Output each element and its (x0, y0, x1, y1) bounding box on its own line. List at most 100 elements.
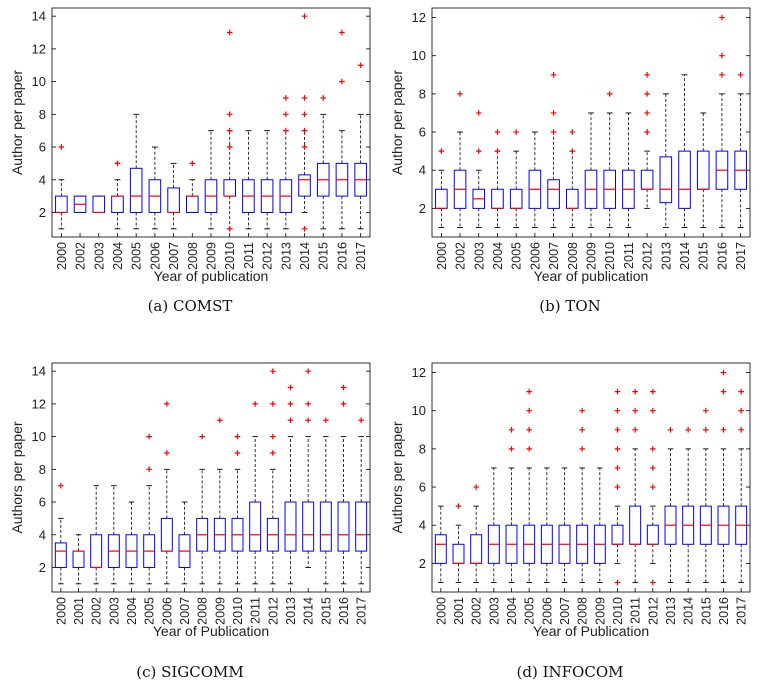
box (491, 188, 504, 209)
outlier-point (234, 433, 241, 440)
outlier-point (644, 71, 650, 78)
outlier-point (305, 417, 311, 424)
outlier-point (632, 407, 638, 414)
x-tick-label: 2012 (261, 242, 275, 270)
y-axis-label: Authors per paper (389, 421, 405, 533)
x-tick-label: 2012 (266, 597, 280, 625)
outlier-point (650, 579, 656, 586)
x-tick-label: 2013 (664, 597, 678, 625)
outlier-point (283, 127, 289, 134)
box (565, 188, 579, 209)
outlier-point (579, 407, 585, 414)
outlier-point (301, 226, 308, 232)
y-tick-label: 14 (32, 364, 46, 379)
outlier-point (550, 71, 557, 78)
x-tick-label: 2000 (54, 597, 68, 625)
outlier-point (719, 14, 725, 21)
outlier-point (252, 401, 258, 407)
outlier-point (199, 433, 205, 440)
x-tick-label: 2012 (641, 242, 655, 270)
x-tick-label: 2013 (659, 242, 673, 270)
outlier-point (738, 388, 744, 395)
y-tick-label: 4 (39, 172, 46, 187)
plot-frame (51, 7, 371, 238)
outlier-point (475, 148, 482, 154)
x-tick-label: 2013 (279, 242, 293, 270)
outlier-point (189, 160, 196, 167)
box (435, 188, 448, 209)
x-tick-label: 2010 (231, 597, 245, 625)
x-tick-label: 2009 (585, 242, 599, 270)
outlier-point (719, 52, 725, 59)
x-tick-label: 2016 (715, 242, 729, 270)
outlier-point (550, 110, 557, 116)
outlier-point (719, 71, 725, 78)
x-tick-label: 2017 (355, 597, 369, 625)
outlier-point (579, 426, 585, 433)
outlier-point (632, 388, 638, 395)
outlier-point (283, 111, 289, 118)
outlier-point (650, 465, 656, 471)
box (434, 534, 447, 564)
outlier-point (339, 29, 345, 36)
outlier-point (226, 111, 233, 118)
outlier-point (569, 148, 576, 154)
x-tick-label: 2002 (454, 242, 468, 270)
outlier-point (164, 450, 170, 456)
x-tick-label: 2008 (576, 597, 590, 625)
x-axis-label: Year of publication (154, 268, 269, 284)
y-tick-label: 2 (39, 560, 46, 575)
box (319, 501, 332, 552)
x-tick-label: 2002 (90, 597, 104, 625)
outlier-point (614, 465, 621, 471)
x-tick-label: 2009 (593, 597, 607, 625)
x-tick-label: 2016 (335, 242, 349, 270)
outlier-point (146, 466, 152, 473)
outlier-point (320, 95, 327, 101)
y-tick-label: 8 (419, 86, 426, 101)
box (646, 524, 659, 545)
x-tick-label: 2005 (523, 597, 537, 625)
y-tick-label: 6 (419, 125, 426, 140)
x-tick-label: 2016 (337, 597, 351, 625)
x-tick-label: 2010 (603, 242, 617, 270)
outlier-point (644, 91, 650, 97)
x-tick-label: 2002 (74, 242, 88, 270)
x-tick-label: 2017 (735, 597, 749, 625)
y-tick-label: 6 (39, 495, 46, 510)
x-tick-label: 2003 (107, 597, 121, 625)
x-tick-label: 2011 (249, 597, 263, 624)
outlier-point (301, 95, 308, 101)
y-tick-label: 2 (39, 205, 46, 220)
x-tick-label: 2004 (505, 597, 519, 625)
x-tick-label: 2006 (540, 597, 554, 625)
y-tick-label: 10 (412, 403, 426, 418)
x-tick-label: 2003 (487, 597, 501, 625)
y-tick-label: 12 (412, 10, 426, 25)
outlier-point (703, 426, 709, 433)
outlier-point (632, 426, 638, 433)
outlier-point (650, 407, 656, 414)
outlier-point (301, 127, 308, 134)
box (185, 195, 199, 213)
outlier-point (339, 78, 345, 85)
y-tick-label: 12 (32, 396, 46, 411)
outlier-point (644, 129, 650, 135)
outlier-point (614, 484, 621, 490)
x-tick-label: 2009 (213, 597, 227, 625)
outlier-point (323, 417, 329, 424)
outlier-point (720, 369, 727, 376)
y-tick-label: 12 (32, 41, 46, 56)
y-tick-label: 2 (419, 201, 426, 216)
outlier-point (301, 13, 308, 19)
y-tick-label: 6 (39, 140, 46, 155)
x-tick-label: 2008 (566, 242, 580, 270)
x-tick-label: 2014 (298, 242, 312, 270)
outlier-point (614, 446, 621, 452)
box (717, 505, 730, 545)
outlier-point (305, 368, 311, 374)
infocom-boxplot: 2 4 6 8 10 12 2000 2001 2002 2003 2004 2005 2006 2007… (389, 362, 751, 639)
outlier-point (650, 446, 656, 452)
x-tick-label: 2009 (205, 242, 219, 270)
box (659, 156, 673, 204)
